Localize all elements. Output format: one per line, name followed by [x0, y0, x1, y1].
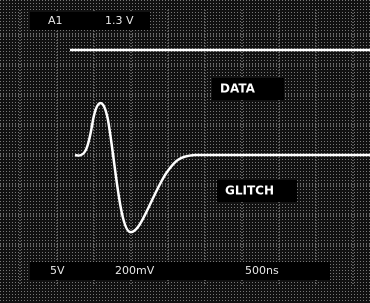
trigger-level: 1.3 V	[105, 14, 134, 27]
footer-bar	[30, 262, 330, 280]
page: A1 1.3 V DATA GLITCH 5V 200mV 500ns (() …	[0, 0, 370, 303]
screen-background	[0, 0, 370, 303]
volts-per-div: 200mV	[115, 264, 155, 277]
channel-scale: 5V	[50, 264, 65, 277]
glitch-label: GLITCH	[225, 184, 274, 198]
scope-screen: A1 1.3 V DATA GLITCH 5V 200mV 500ns	[0, 0, 370, 303]
time-per-div: 500ns	[245, 264, 279, 277]
data-label: DATA	[220, 82, 256, 96]
channel-label: A1	[48, 14, 63, 27]
